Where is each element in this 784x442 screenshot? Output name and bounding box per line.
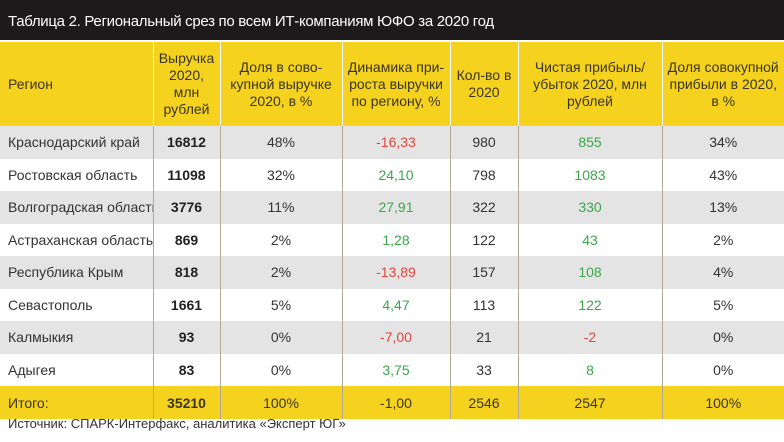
cell-revenue: 83: [152, 353, 220, 386]
cell-profit-share: 13%: [661, 191, 784, 224]
cell-revenue: 16812: [152, 126, 220, 159]
cell-revenue-growth: 3,75: [341, 353, 450, 386]
cell-revenue: 818: [152, 256, 220, 289]
cell-net-profit: 108: [517, 256, 662, 289]
cell-revenue-share: 5%: [219, 288, 342, 321]
cell-net-profit: 330: [517, 191, 662, 224]
cell-profit-share: 4%: [661, 256, 784, 289]
cell-revenue-growth: 27,91: [341, 191, 450, 224]
cell-count: 157: [449, 256, 518, 289]
table-row: Волгоградская область 3776 11% 27,91 322 330 1…: [0, 191, 784, 224]
table-row: Калмыкия 93 0% -7,00 21 -2 0%: [0, 321, 784, 354]
cell-net-profit: 1083: [517, 158, 662, 191]
cell-revenue-share: 2%: [219, 256, 342, 289]
cell-revenue: 1661: [152, 288, 220, 321]
cell-revenue: 3776: [152, 191, 220, 224]
header-revenue-growth: Динамика при-роста выручки по региону, %: [341, 42, 450, 126]
cell-net-profit: 8: [517, 353, 662, 386]
total-revenue-growth: -1,00: [341, 386, 450, 419]
cell-region: Республика Крым: [0, 256, 153, 289]
header-net-profit: Чистая прибыль/убыток 2020, млн рублей: [517, 42, 662, 126]
cell-revenue-share: 2%: [219, 223, 342, 256]
cell-revenue-share: 0%: [219, 353, 342, 386]
cell-region: Адыгея: [0, 353, 153, 386]
cell-net-profit: 855: [517, 126, 662, 159]
cell-profit-share: 34%: [661, 126, 784, 159]
cell-revenue-share: 0%: [219, 321, 342, 354]
cell-profit-share: 2%: [661, 223, 784, 256]
cell-profit-share: 0%: [661, 353, 784, 386]
total-net-profit: 2547: [517, 386, 662, 419]
cell-region: Краснодарский край: [0, 126, 153, 159]
cell-count: 322: [449, 191, 518, 224]
table-row: Севастополь 1661 5% 4,47 113 122 5%: [0, 288, 784, 321]
cell-revenue-growth: 4,47: [341, 288, 450, 321]
cell-revenue: 93: [152, 321, 220, 354]
header-revenue-share: Доля в сово-купной выручке 2020, в %: [219, 42, 342, 126]
header-profit-share: Доля совокупной прибыли в 2020, в %: [661, 42, 784, 126]
cell-count: 798: [449, 158, 518, 191]
table-title: Таблица 2. Региональный срез по всем ИТ-…: [0, 0, 784, 40]
cell-count: 21: [449, 321, 518, 354]
cell-region: Ростовская область: [0, 158, 153, 191]
cell-region: Волгоградская область: [0, 191, 153, 224]
table-row: Краснодарский край 16812 48% -16,33 980 855 34…: [0, 126, 784, 159]
table-row: Ростовская область 11098 32% 24,10 798 1083 43…: [0, 158, 784, 191]
cell-net-profit: -2: [517, 321, 662, 354]
cell-region: Калмыкия: [0, 321, 153, 354]
header-region: Регион: [0, 42, 153, 126]
cell-revenue-share: 48%: [219, 126, 342, 159]
cell-count: 33: [449, 353, 518, 386]
table-row: Астраханская область 869 2% 1,28 122 43 2%: [0, 223, 784, 256]
cell-profit-share: 43%: [661, 158, 784, 191]
total-row: Итого: 35210 100% -1,00 2546 2547 100%: [0, 386, 784, 419]
cell-net-profit: 43: [517, 223, 662, 256]
cell-revenue-growth: 1,28: [341, 223, 450, 256]
total-profit-share: 100%: [661, 386, 784, 419]
cell-region: Астраханская область: [0, 223, 153, 256]
cell-revenue-growth: -16,33: [341, 126, 450, 159]
total-count: 2546: [449, 386, 518, 419]
cell-net-profit: 122: [517, 288, 662, 321]
header-revenue: Выручка 2020, млн рублей: [152, 42, 220, 126]
total-revenue-share: 100%: [219, 386, 342, 419]
cell-count: 122: [449, 223, 518, 256]
cell-profit-share: 5%: [661, 288, 784, 321]
cell-revenue: 869: [152, 223, 220, 256]
regional-it-table: Регион Выручка 2020, млн рублей Доля в с…: [0, 42, 784, 419]
cell-revenue-growth: -13,89: [341, 256, 450, 289]
cell-revenue-growth: -7,00: [341, 321, 450, 354]
header-count: Кол-во в 2020: [449, 42, 518, 126]
cell-count: 980: [449, 126, 518, 159]
header-row: Регион Выручка 2020, млн рублей Доля в с…: [0, 42, 784, 126]
source-note: Источник: СПАРК-Интерфакс, аналитика «Эк…: [8, 416, 346, 431]
table-row: Адыгея 83 0% 3,75 33 8 0%: [0, 353, 784, 386]
total-revenue: 35210: [152, 386, 220, 419]
cell-revenue-share: 32%: [219, 158, 342, 191]
cell-region: Севастополь: [0, 288, 153, 321]
cell-revenue-share: 11%: [219, 191, 342, 224]
table-row: Республика Крым 818 2% -13,89 157 108 4%: [0, 256, 784, 289]
cell-revenue: 11098: [152, 158, 220, 191]
cell-profit-share: 0%: [661, 321, 784, 354]
cell-revenue-growth: 24,10: [341, 158, 450, 191]
total-region: Итого:: [0, 386, 153, 419]
cell-count: 113: [449, 288, 518, 321]
